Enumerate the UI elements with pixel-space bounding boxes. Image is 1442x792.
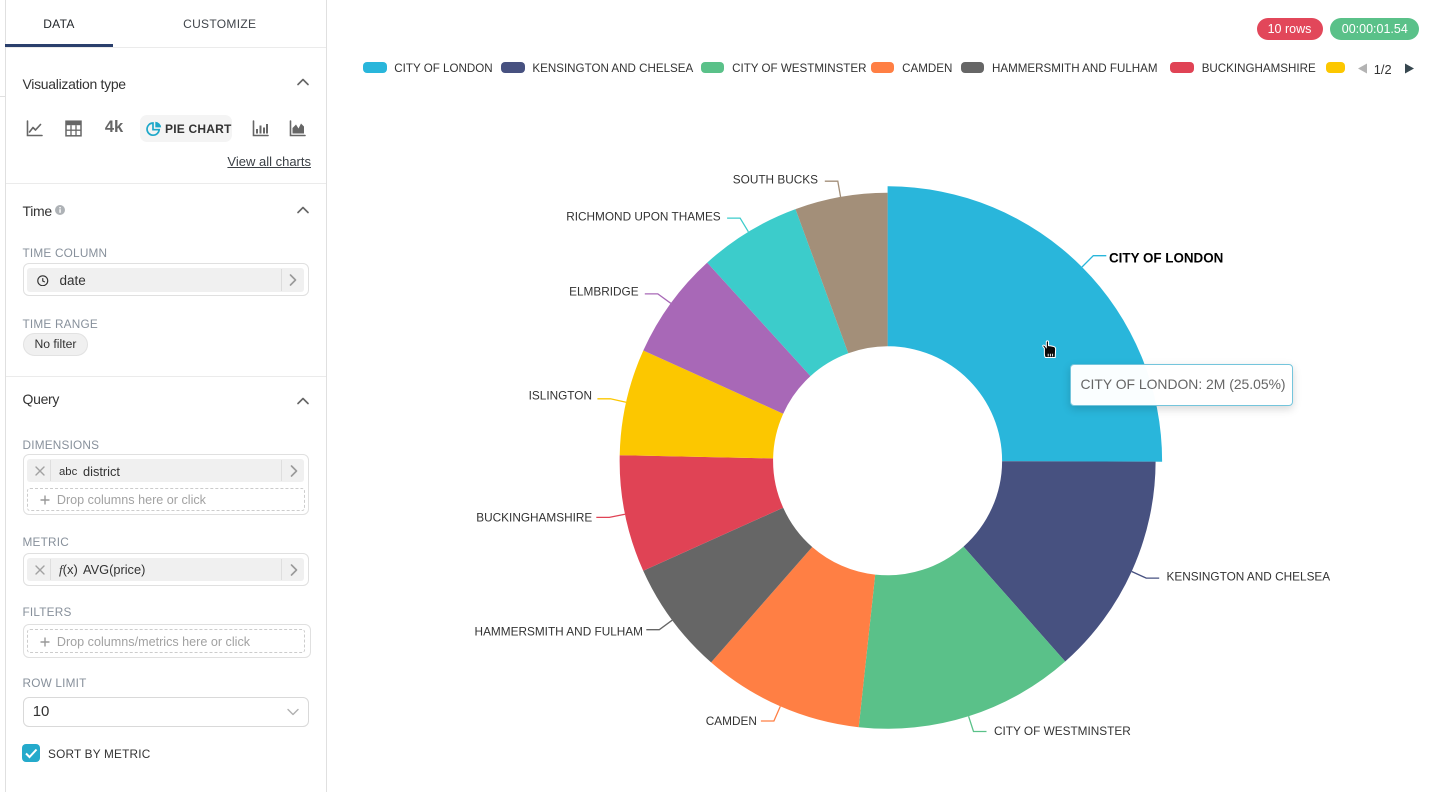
svg-text:BUCKINGHAMSHIRE: BUCKINGHAMSHIRE bbox=[476, 510, 592, 524]
svg-text:KENSINGTON AND CHELSEA: KENSINGTON AND CHELSEA bbox=[1167, 570, 1331, 584]
svg-text:CAMDEN: CAMDEN bbox=[706, 714, 757, 728]
svg-text:ELMBRIDGE: ELMBRIDGE bbox=[569, 285, 639, 299]
svg-text:CITY OF LONDON: CITY OF LONDON bbox=[1109, 251, 1223, 266]
svg-text:CITY OF WESTMINSTER: CITY OF WESTMINSTER bbox=[994, 724, 1131, 738]
svg-text:SOUTH BUCKS: SOUTH BUCKS bbox=[733, 173, 818, 187]
svg-text:ISLINGTON: ISLINGTON bbox=[529, 388, 592, 402]
svg-text:RICHMOND UPON THAMES: RICHMOND UPON THAMES bbox=[566, 209, 721, 223]
svg-text:HAMMERSMITH AND FULHAM: HAMMERSMITH AND FULHAM bbox=[475, 625, 643, 639]
